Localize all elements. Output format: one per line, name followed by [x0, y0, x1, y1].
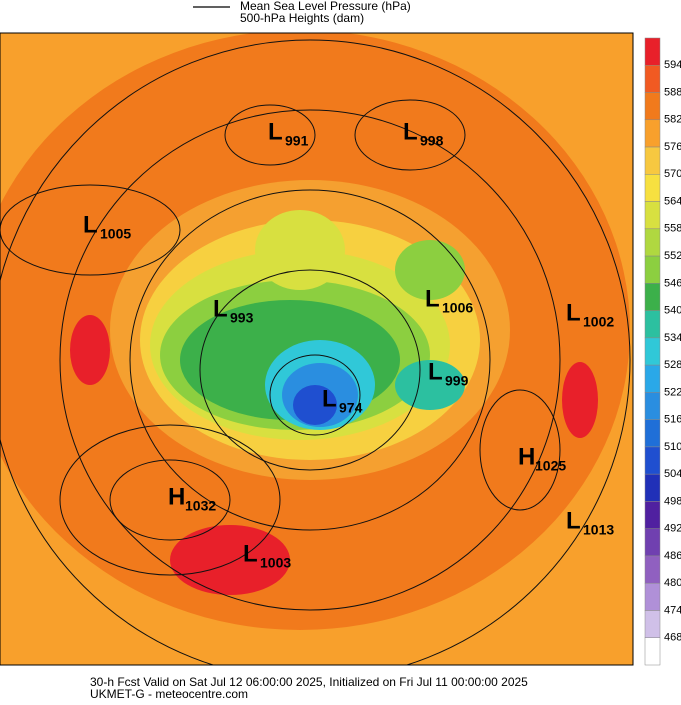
colorbar-box — [644, 37, 661, 66]
center-letter: L — [243, 540, 258, 567]
colorbar-box — [644, 392, 661, 420]
legend-text: Mean Sea Level Pressure (hPa) — [240, 0, 411, 13]
colorbar-label: 594 — [664, 59, 681, 71]
center-value: 998 — [420, 133, 444, 149]
colorbar-label: 582 — [664, 114, 681, 126]
colorbar-box — [644, 119, 661, 148]
colorbar-box — [644, 501, 661, 529]
colorbar-box — [644, 555, 661, 584]
center-letter: L — [268, 118, 283, 145]
colorbar-box — [644, 337, 661, 366]
colorbar-box — [644, 174, 661, 202]
footer-text: 30-h Fcst Valid on Sat Jul 12 06:00:00 2… — [90, 675, 528, 689]
colorbar-box — [644, 146, 661, 175]
colorbar-box — [644, 283, 661, 311]
center-value: 1006 — [442, 300, 473, 316]
colorbar-box — [644, 65, 661, 93]
colorbar-label: 492 — [664, 523, 681, 535]
colorbar-box — [644, 310, 661, 339]
colorbar-label: 474 — [664, 604, 681, 616]
legend-text: 500-hPa Heights (dam) — [240, 11, 364, 25]
colorbar-box — [644, 637, 661, 666]
center-value: 991 — [285, 133, 309, 149]
colorbar-box — [644, 228, 661, 257]
colorbar-label: 540 — [664, 305, 681, 317]
center-value: 1002 — [583, 314, 614, 330]
colorbar-box — [644, 419, 661, 448]
center-letter: L — [403, 118, 418, 145]
center-letter: L — [83, 211, 98, 238]
center-value: 974 — [339, 400, 363, 416]
center-value: 993 — [230, 310, 254, 326]
colorbar-label: 558 — [664, 223, 681, 235]
map-field — [0, 33, 633, 665]
center-value: 1013 — [583, 522, 614, 538]
colorbar-label: 468 — [664, 632, 681, 644]
colorbar-label: 504 — [664, 468, 681, 480]
center-letter: H — [518, 443, 535, 470]
colorbar-label: 528 — [664, 359, 681, 371]
colorbar-box — [644, 473, 661, 502]
colorbar-box — [644, 582, 661, 611]
colorbar-label: 522 — [664, 386, 681, 398]
colorbar-box — [644, 528, 661, 557]
colorbar-label: 552 — [664, 250, 681, 262]
colorbar-label: 564 — [664, 195, 681, 207]
center-letter: L — [566, 299, 581, 326]
colorbar-box — [644, 364, 661, 393]
colorbar: 594 588 582 576 570 564 558 552 546 540 534 528 522 5… — [644, 37, 681, 666]
center-letter: L — [428, 358, 443, 385]
colorbar-box — [644, 255, 661, 284]
colorbar-label: 588 — [664, 86, 681, 98]
colorbar-box — [644, 446, 661, 475]
colorbar-box — [644, 92, 661, 121]
colorbar-box — [644, 201, 661, 230]
center-letter: L — [425, 285, 440, 312]
center-value: 1032 — [185, 498, 216, 514]
center-letter: L — [213, 295, 228, 322]
colorbar-label: 534 — [664, 332, 681, 344]
colorbar-label: 570 — [664, 168, 681, 180]
colorbar-label: 576 — [664, 141, 681, 153]
colorbar-label: 510 — [664, 441, 681, 453]
colorbar-label: 516 — [664, 414, 681, 426]
colorbar-box — [644, 610, 661, 638]
center-letter: L — [322, 385, 337, 412]
map-frame — [0, 32, 634, 666]
colorbar-label: 546 — [664, 277, 681, 289]
center-value: 1003 — [260, 555, 291, 571]
colorbar-label: 486 — [664, 550, 681, 562]
center-letter: H — [168, 483, 185, 510]
colorbar-label: 480 — [664, 577, 681, 589]
colorbar-label: 498 — [664, 495, 681, 507]
center-value: 1025 — [535, 458, 566, 474]
center-letter: L — [566, 507, 581, 534]
center-value: 999 — [445, 373, 469, 389]
center-value: 1005 — [100, 226, 131, 242]
footer-text: UKMET-G - meteocentre.com — [90, 687, 248, 700]
